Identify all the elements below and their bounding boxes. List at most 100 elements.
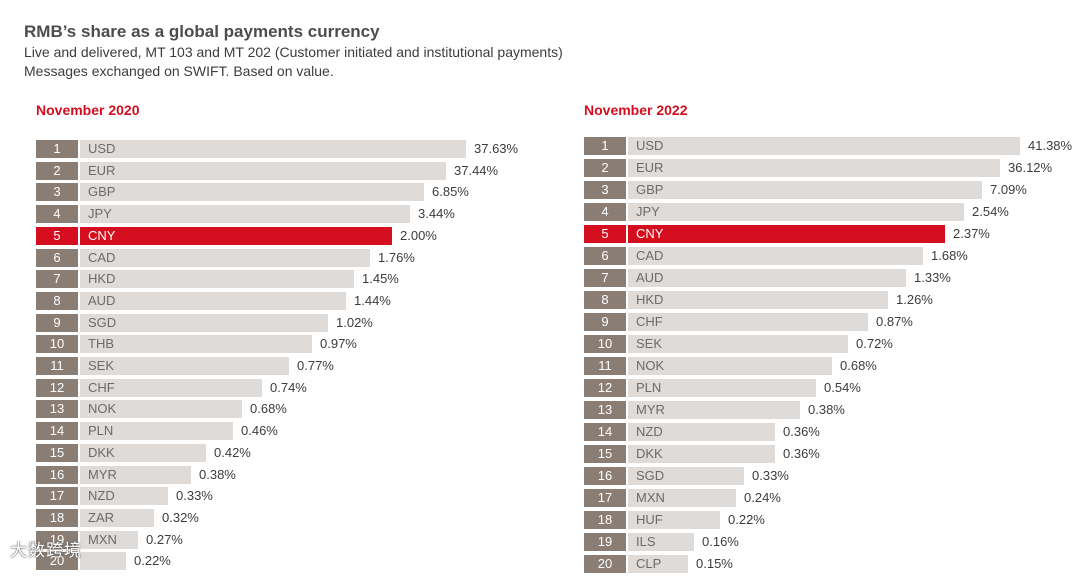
bar-row: 18 ZAR 0.32%: [36, 508, 536, 527]
value-label: 0.16%: [702, 534, 739, 549]
rank-label: 14: [584, 423, 626, 441]
currency-label: MYR: [636, 402, 665, 417]
bar-row: 3 GBP 7.09%: [584, 181, 1080, 199]
rank-label: 6: [584, 247, 626, 265]
bar: [80, 552, 126, 571]
bar: [628, 247, 923, 265]
currency-label: JPY: [636, 204, 660, 219]
value-label: 3.44%: [418, 206, 455, 222]
currency-label: EUR: [88, 162, 116, 178]
rank-label: 16: [584, 467, 626, 485]
bar: [80, 443, 206, 462]
panel-title-2020: November 2020: [36, 102, 140, 118]
currency-label: CHF: [636, 314, 663, 329]
value-label: 0.77%: [297, 358, 334, 373]
currency-label: CLP: [636, 556, 662, 571]
currency-label: ILS: [636, 534, 656, 549]
value-label: 0.38%: [808, 402, 845, 417]
bar-row: 8 AUD 1.44%: [36, 291, 536, 310]
rank-label: 17: [584, 489, 626, 507]
value-label: 37.63%: [474, 141, 519, 156]
currency-label: NZD: [636, 424, 663, 439]
currency-label: AUD: [88, 292, 116, 308]
currency-label: GBP: [636, 182, 664, 197]
rank-label: 9: [36, 313, 78, 332]
bar: [628, 423, 775, 441]
currency-label: MYR: [88, 466, 117, 482]
bar: [628, 159, 1000, 177]
bar-row: 4 JPY 2.54%: [584, 203, 1080, 221]
value-label: 0.22%: [728, 512, 765, 527]
value-label: 0.46%: [241, 423, 278, 439]
rank-label: 3: [584, 181, 626, 199]
rank-label: 5: [584, 225, 626, 243]
bar: [628, 445, 775, 463]
value-label: 41.38%: [1028, 138, 1073, 153]
rank-label: 1: [584, 137, 626, 155]
bar: [80, 378, 262, 397]
value-label: 1.45%: [362, 271, 399, 287]
rank-label: 19: [584, 533, 626, 551]
rank-label: 8: [36, 291, 78, 310]
bar-row: 19 ILS 0.16%: [584, 533, 1080, 551]
value-label: 0.97%: [320, 336, 357, 352]
bar-row: 17 NZD 0.33%: [36, 487, 536, 506]
bar: [628, 489, 736, 507]
bar-row: 14 NZD 0.36%: [584, 423, 1080, 441]
bar: [628, 401, 800, 419]
bar: [628, 203, 964, 221]
currency-label: DKK: [88, 444, 115, 460]
panel-title-2022: November 2022: [584, 102, 688, 118]
bar: [628, 181, 982, 199]
value-label: 0.22%: [134, 553, 171, 569]
chart-subtitle-line2: Messages exchanged on SWIFT. Based on va…: [24, 63, 334, 79]
bar-row: 1 USD 41.38%: [584, 137, 1080, 155]
value-label: 0.27%: [146, 531, 183, 547]
value-label: 0.87%: [876, 314, 913, 329]
bar: [628, 313, 868, 331]
bar: [628, 357, 832, 375]
rank-label: 8: [584, 291, 626, 309]
bar-row: 13 NOK 0.68%: [36, 400, 536, 419]
bar-row: 5 CNY 2.00%: [36, 226, 536, 245]
value-label: 0.15%: [696, 556, 733, 571]
bar: [80, 487, 168, 506]
value-label: 0.68%: [840, 358, 877, 373]
value-label: 0.36%: [783, 446, 820, 461]
rank-label: 9: [584, 313, 626, 331]
value-label: 0.33%: [752, 468, 789, 483]
bar: [628, 467, 744, 485]
bar: [80, 335, 312, 354]
rank-label: 4: [584, 203, 626, 221]
rank-label: 16: [36, 465, 78, 484]
value-label: 2.37%: [953, 226, 990, 241]
bar: [628, 225, 945, 243]
rank-label: 6: [36, 248, 78, 267]
value-label: 7.09%: [990, 182, 1027, 197]
bar-row: 11 NOK 0.68%: [584, 357, 1080, 375]
rank-label: 10: [36, 335, 78, 354]
bar-row: 2 EUR 37.44%: [36, 161, 536, 180]
currency-label: CAD: [88, 249, 116, 265]
currency-label: THB: [88, 336, 114, 352]
bar: [80, 357, 289, 375]
value-label: 1.44%: [354, 292, 391, 308]
value-label: 0.54%: [824, 380, 861, 395]
bar: [628, 269, 906, 287]
currency-label: MXN: [636, 490, 665, 505]
value-label: 1.26%: [896, 292, 933, 307]
bar: [80, 140, 466, 158]
currency-label: CHF: [88, 379, 115, 395]
currency-label: NZD: [88, 488, 115, 504]
bar: [80, 508, 154, 527]
rank-label: 5: [36, 226, 78, 245]
bar-row: 8 HKD 1.26%: [584, 291, 1080, 309]
bar-row: 6 CAD 1.76%: [36, 248, 536, 267]
value-label: 1.33%: [914, 270, 951, 285]
bar: [80, 465, 191, 484]
value-label: 1.68%: [931, 248, 968, 263]
bar: [80, 205, 410, 224]
currency-label: MXN: [88, 531, 117, 547]
currency-label: HKD: [636, 292, 664, 307]
